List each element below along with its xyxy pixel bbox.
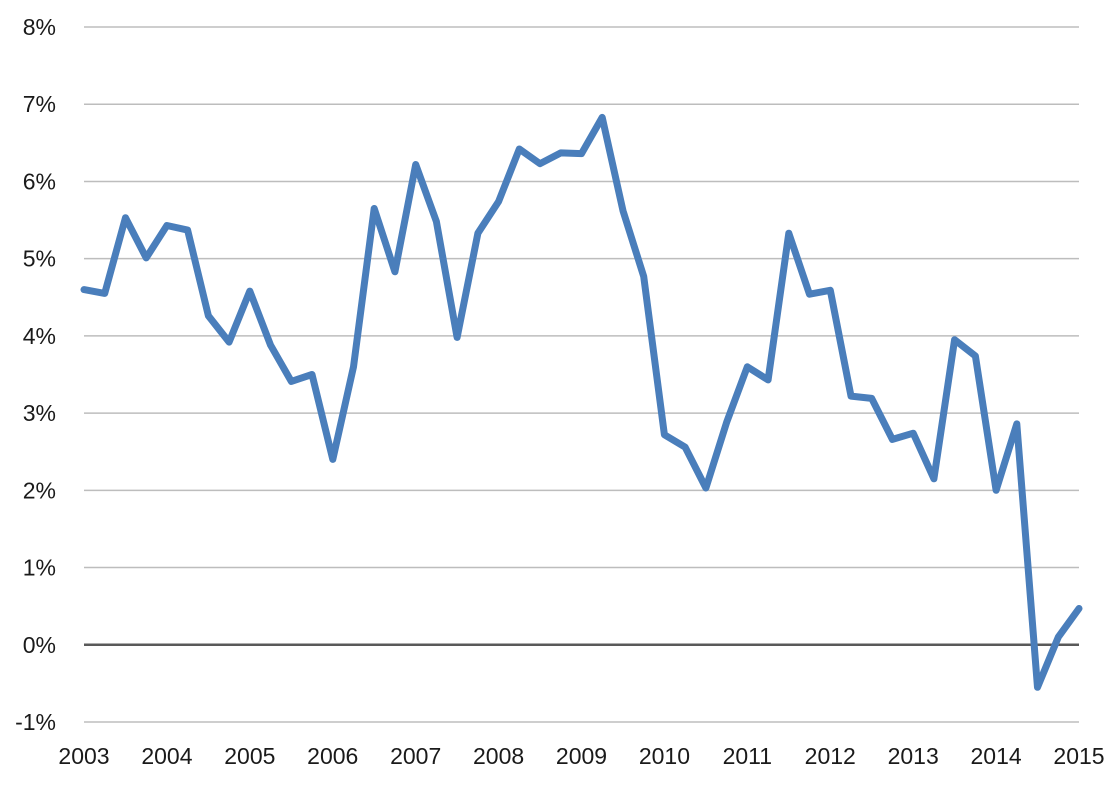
data-point (702, 485, 709, 492)
data-point (557, 149, 564, 156)
data-point (619, 207, 626, 214)
x-tick-label: 2013 (888, 743, 939, 769)
data-point (951, 336, 958, 343)
grid-lines (84, 26, 1079, 723)
x-tick-label: 2012 (805, 743, 856, 769)
x-tick-label: 2008 (473, 743, 524, 769)
y-tick-label: 0% (23, 632, 56, 658)
data-point (81, 286, 88, 293)
y-tick-label: 6% (23, 168, 56, 194)
data-point (495, 198, 502, 205)
data-point (806, 291, 813, 298)
data-point (744, 363, 751, 370)
x-tick-label: 2015 (1053, 743, 1104, 769)
data-point (682, 444, 689, 451)
data-point (785, 230, 792, 237)
data-point (537, 160, 544, 167)
data-point (930, 475, 937, 482)
data-point (972, 352, 979, 359)
data-point (309, 371, 316, 378)
x-axis-tick-labels: 2003 2004 2005 2006 2007 2008 2009 2010 2011 2012… (58, 743, 1104, 769)
data-point (267, 342, 274, 349)
y-tick-label: 4% (23, 323, 56, 349)
data-point (391, 268, 398, 275)
x-tick-label: 2014 (970, 743, 1021, 769)
x-tick-label: 2007 (390, 743, 441, 769)
data-point (433, 218, 440, 225)
data-point (578, 150, 585, 157)
data-point (474, 230, 481, 237)
data-point (288, 378, 295, 385)
data-point (889, 436, 896, 443)
data-point (1055, 634, 1062, 641)
data-point (350, 363, 357, 370)
data-point (371, 205, 378, 212)
data-point (1034, 684, 1041, 691)
data-point (329, 456, 336, 463)
data-point (599, 114, 606, 121)
x-tick-label: 2009 (556, 743, 607, 769)
y-tick-label: 7% (23, 91, 56, 117)
x-tick-label: 2006 (307, 743, 358, 769)
data-point (184, 227, 191, 234)
data-point (827, 287, 834, 294)
data-point (122, 214, 129, 221)
y-tick-label: -1% (15, 709, 56, 735)
data-point (1076, 605, 1083, 612)
data-point (765, 376, 772, 383)
x-tick-label: 2003 (58, 743, 109, 769)
data-point (226, 339, 233, 346)
y-tick-label: 3% (23, 400, 56, 426)
y-axis-tick-labels: -1% 0% 1% 2% 3% 4% 5% 6% 7% 8% (15, 14, 56, 735)
x-tick-label: 2011 (723, 743, 772, 769)
series-line (80, 113, 1083, 691)
x-tick-label: 2004 (141, 743, 192, 769)
data-point (163, 222, 170, 229)
data-point (868, 395, 875, 402)
data-point (454, 334, 461, 341)
data-point (516, 146, 523, 153)
data-point (640, 273, 647, 280)
y-tick-label: 5% (23, 246, 56, 272)
data-point (205, 312, 212, 319)
data-point (661, 431, 668, 438)
y-tick-label: 8% (23, 14, 56, 40)
x-tick-label: 2010 (639, 743, 690, 769)
x-tick-label: 2005 (224, 743, 275, 769)
series-layer (80, 113, 1083, 691)
y-tick-label: 1% (23, 555, 56, 581)
data-point (143, 254, 150, 261)
data-point (246, 288, 253, 295)
data-point (412, 161, 419, 168)
data-point (1013, 420, 1020, 427)
data-point (723, 419, 730, 426)
y-tick-label: 2% (23, 477, 56, 503)
data-point (847, 393, 854, 400)
data-point (101, 290, 108, 297)
data-point (910, 430, 917, 437)
data-point (993, 487, 1000, 494)
